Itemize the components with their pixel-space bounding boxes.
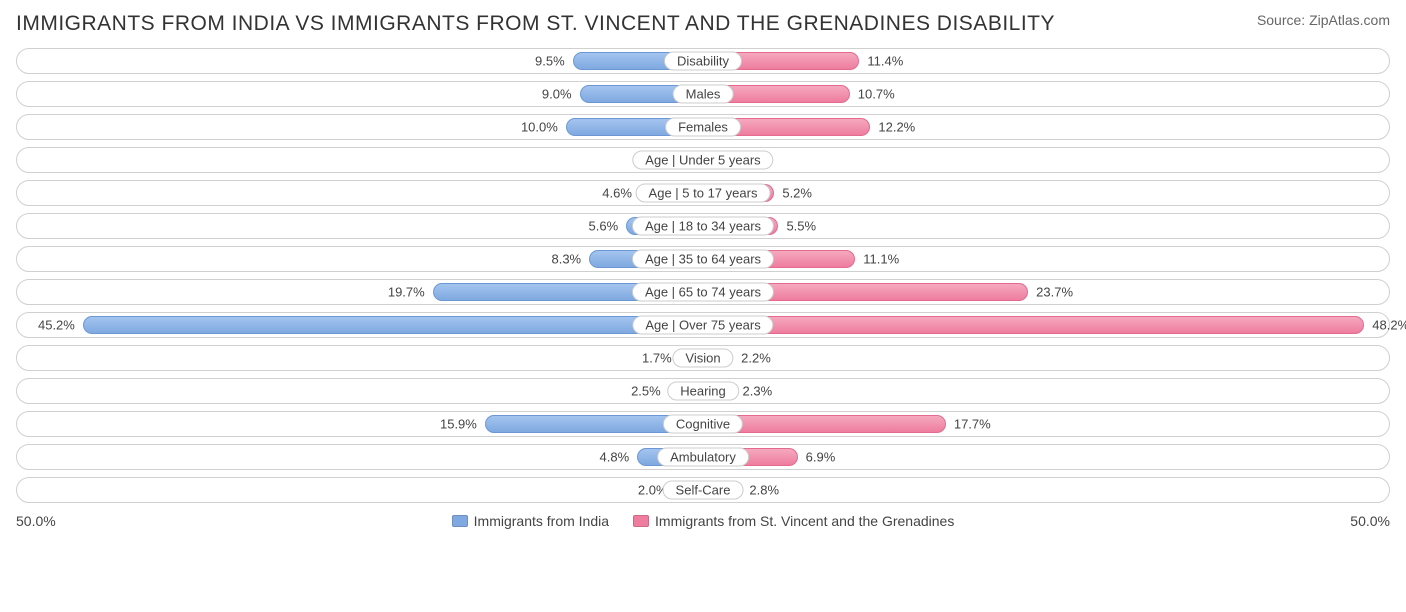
chart-row: 9.0% 10.7% Males [16,81,1390,107]
chart-row: 5.6% 5.5% Age | 18 to 34 years [16,213,1390,239]
chart-rows: 9.5% 11.4% Disability 9.0% 10.7% Males 10.0% 12… [16,48,1390,503]
category-label: Age | 65 to 74 years [632,283,774,302]
chart-row: 2.5% 2.3% Hearing [16,378,1390,404]
value-right: 17.7% [954,417,991,432]
value-left: 5.6% [589,219,619,234]
legend: Immigrants from India Immigrants from St… [452,513,955,529]
value-right: 5.5% [786,219,816,234]
category-label: Age | 5 to 17 years [636,184,771,203]
bar-left [83,316,703,334]
value-right: 23.7% [1036,285,1073,300]
legend-swatch-left [452,515,468,527]
chart-title: IMMIGRANTS FROM INDIA VS IMMIGRANTS FROM… [16,12,1055,36]
legend-item-left: Immigrants from India [452,513,609,529]
value-right: 5.2% [782,186,812,201]
value-left: 10.0% [521,120,558,135]
category-label: Age | 18 to 34 years [632,217,774,236]
category-label: Ambulatory [657,448,749,467]
value-left: 4.8% [600,450,630,465]
value-left: 45.2% [38,318,75,333]
chart-row: 15.9% 17.7% Cognitive [16,411,1390,437]
legend-label-right: Immigrants from St. Vincent and the Gren… [655,513,954,529]
value-right: 48.2% [1372,318,1406,333]
chart-row: 1.0%0.79%Age | Under 5 years [16,147,1390,173]
value-left: 8.3% [551,252,581,267]
value-right: 11.4% [867,54,903,69]
value-left: 1.7% [642,351,672,366]
value-left: 19.7% [388,285,425,300]
value-right: 2.3% [743,384,773,399]
value-right: 11.1% [863,252,899,267]
value-left: 9.5% [535,54,565,69]
chart-row: 10.0% 12.2% Females [16,114,1390,140]
category-label: Females [665,118,741,137]
legend-label-left: Immigrants from India [474,513,609,529]
category-label: Disability [664,52,742,71]
category-label: Age | 35 to 64 years [632,250,774,269]
category-label: Vision [672,349,733,368]
value-right: 2.2% [741,351,771,366]
chart-row: 8.3% 11.1% Age | 35 to 64 years [16,246,1390,272]
axis-right-max: 50.0% [1350,513,1390,529]
category-label: Males [673,85,734,104]
axis-left-max: 50.0% [16,513,56,529]
chart-row: 4.8% 6.9% Ambulatory [16,444,1390,470]
chart-footer: 50.0% Immigrants from India Immigrants f… [16,513,1390,529]
category-label: Hearing [667,382,739,401]
value-left: 2.5% [631,384,661,399]
legend-item-right: Immigrants from St. Vincent and the Gren… [633,513,954,529]
category-label: Age | Over 75 years [632,316,773,335]
chart-row: 1.7% 2.2% Vision [16,345,1390,371]
category-label: Self-Care [663,481,744,500]
value-right: 6.9% [806,450,836,465]
value-left: 9.0% [542,87,572,102]
chart-header: IMMIGRANTS FROM INDIA VS IMMIGRANTS FROM… [16,12,1390,36]
value-left: 4.6% [602,186,632,201]
chart-row: 45.2%48.2%Age | Over 75 years [16,312,1390,338]
chart-row: 19.7% 23.7% Age | 65 to 74 years [16,279,1390,305]
chart-row: 2.0%2.8%Self-Care [16,477,1390,503]
category-label: Age | Under 5 years [632,151,773,170]
chart-source: Source: ZipAtlas.com [1257,12,1390,28]
bar-right [703,316,1364,334]
value-right: 2.8% [749,483,779,498]
value-right: 12.2% [878,120,915,135]
value-right: 10.7% [858,87,895,102]
chart-row: 9.5% 11.4% Disability [16,48,1390,74]
category-label: Cognitive [663,415,743,434]
chart-row: 4.6% 5.2% Age | 5 to 17 years [16,180,1390,206]
value-left: 15.9% [440,417,477,432]
legend-swatch-right [633,515,649,527]
